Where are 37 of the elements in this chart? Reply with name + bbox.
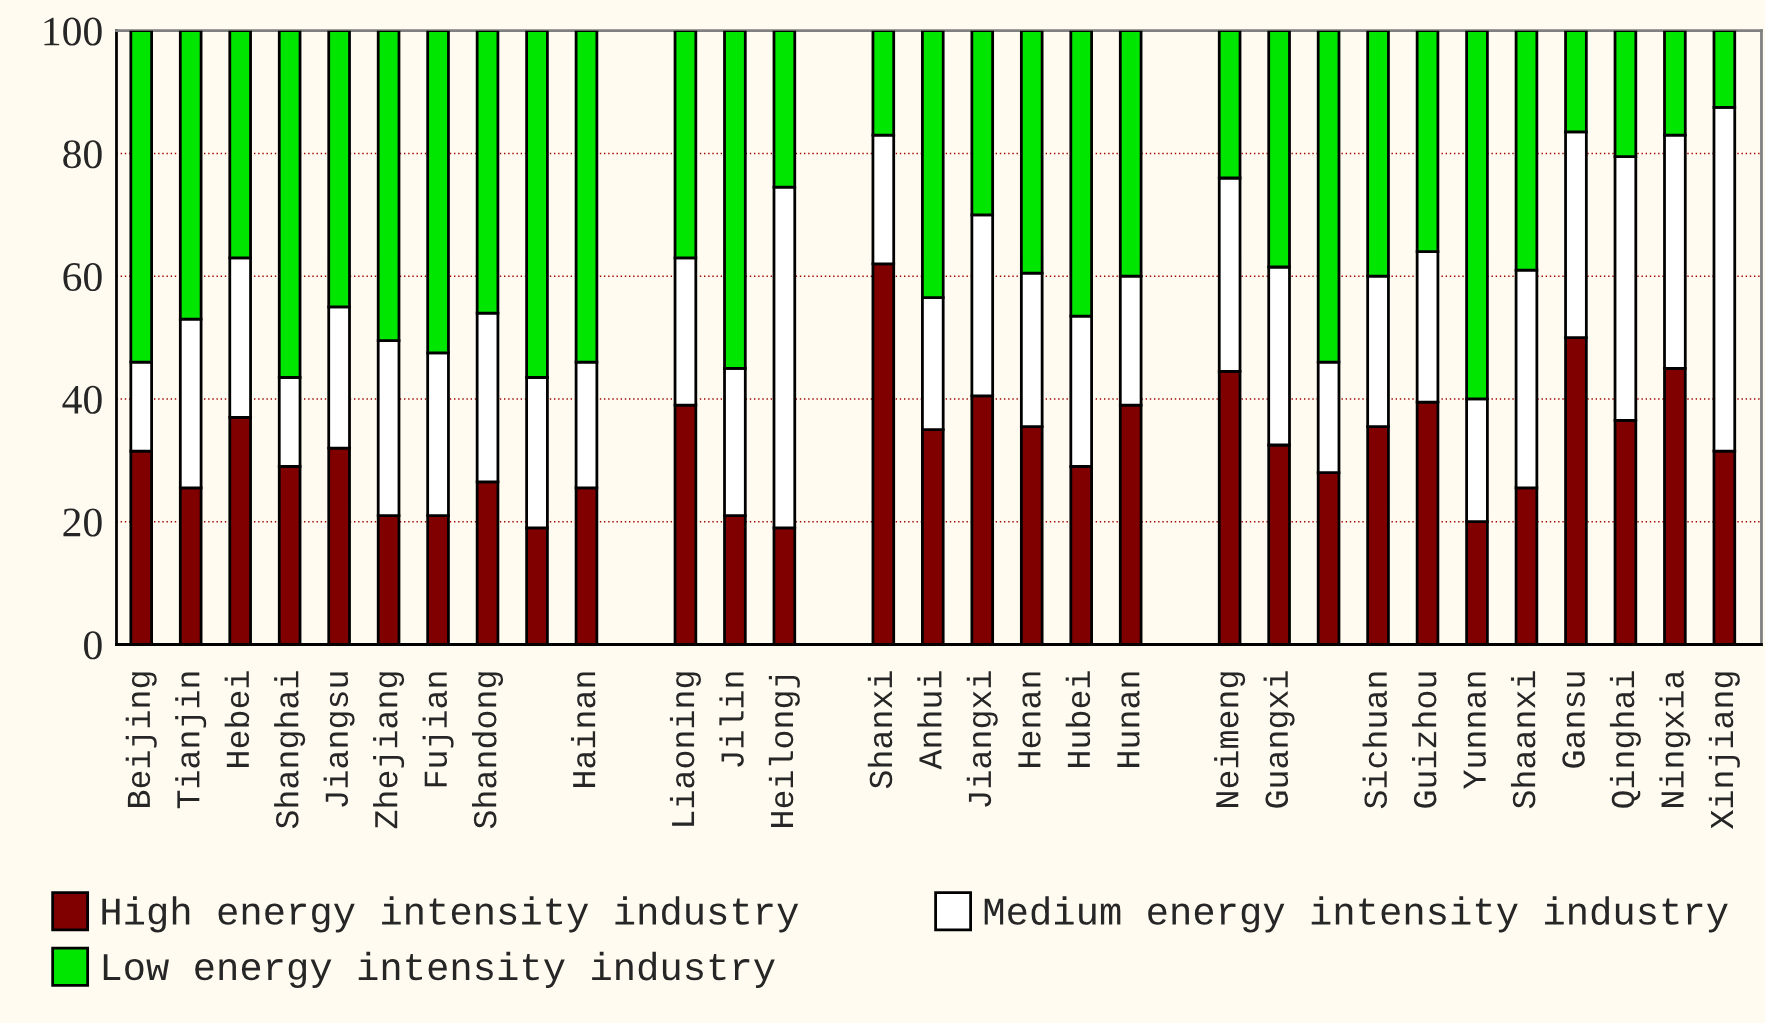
- x-tick-label: Xinjiang: [1708, 672, 1740, 829]
- y-tick-label: 40: [62, 385, 102, 414]
- x-tick-label: Sichuan: [1362, 672, 1387, 809]
- y-tick-label: 0: [84, 631, 102, 660]
- x-tick-label: Guizhou: [1411, 672, 1437, 808]
- x-tick-label: Yunnan: [1463, 672, 1486, 789]
- legend-label: High energy intensity industry: [102, 896, 799, 933]
- y-tick-label: 20: [63, 508, 102, 537]
- x-tick-label: Neimeng: [1214, 672, 1246, 807]
- x-tick-label: Jiangxi: [966, 671, 998, 807]
- x-tick-label: Hainan: [570, 672, 596, 787]
- x-tick-label: Jilin: [719, 672, 744, 767]
- x-tick-label: Beijing: [125, 672, 157, 807]
- x-tick-label: Tianjin: [175, 672, 207, 809]
- x-tick-label: Hunan: [1117, 672, 1140, 767]
- x-tick-label: Ningxia: [1659, 670, 1691, 807]
- x-tick-label: Liaoning: [669, 672, 701, 826]
- legend-label: Low energy intensity industry: [103, 951, 775, 988]
- x-tick-label: Shaanxi: [1510, 671, 1536, 809]
- x-tick-label: Qinghai: [1609, 671, 1641, 808]
- x-tick-label: Hebei: [224, 671, 250, 767]
- x-tick-label: Fujian: [422, 672, 454, 787]
- y-tick-label: 80: [63, 140, 102, 169]
- x-tick-label: Gansu: [1562, 672, 1585, 768]
- x-tick-label: Shanghai: [274, 671, 306, 829]
- x-tick-label: Anhui: [917, 671, 942, 770]
- y-tick-label: 100: [44, 17, 102, 46]
- y-tick-label: 60: [63, 262, 102, 292]
- x-tick-label: Guangxi: [1263, 671, 1295, 808]
- x-tick-label: Shandong: [472, 672, 504, 829]
- x-tick-label: Shanxi: [867, 671, 893, 789]
- x-tick-label: Heilongj: [768, 675, 800, 827]
- x-tick-label: Hubei: [1065, 671, 1091, 767]
- x-tick-label: Henan: [1018, 672, 1041, 767]
- x-tick-label: Jiangsu: [323, 672, 355, 807]
- x-tick-label: Zhejiang: [373, 672, 405, 829]
- legend-label: Medium energy intensity industry: [984, 896, 1728, 933]
